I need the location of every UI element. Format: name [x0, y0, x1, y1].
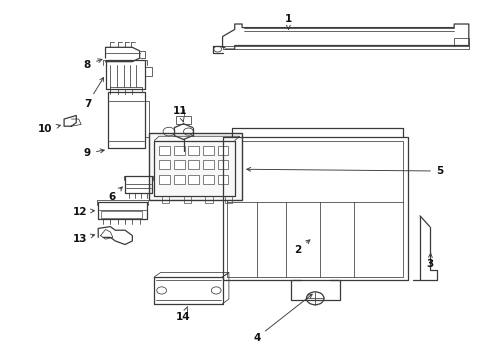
Bar: [101, 211, 142, 219]
Bar: [159, 175, 169, 184]
Bar: [227, 140, 402, 277]
Bar: [217, 160, 228, 169]
Bar: [188, 146, 199, 155]
Bar: [183, 196, 190, 203]
Bar: [161, 196, 168, 203]
Bar: [217, 175, 228, 184]
Text: 1: 1: [284, 14, 291, 30]
Bar: [203, 146, 213, 155]
Text: 2: 2: [294, 240, 309, 255]
Bar: [149, 134, 242, 200]
Text: 7: 7: [83, 77, 103, 109]
Bar: [173, 146, 184, 155]
Bar: [217, 146, 228, 155]
Text: 12: 12: [72, 207, 94, 217]
Bar: [203, 160, 213, 169]
Bar: [224, 196, 232, 203]
Bar: [173, 175, 184, 184]
Text: 8: 8: [84, 59, 102, 69]
Text: 13: 13: [72, 234, 94, 244]
Text: 14: 14: [176, 307, 190, 322]
Text: 6: 6: [108, 187, 122, 202]
Text: 10: 10: [38, 124, 61, 134]
Text: 3: 3: [426, 253, 432, 269]
Bar: [159, 146, 169, 155]
Bar: [173, 160, 184, 169]
Text: 9: 9: [84, 148, 104, 158]
Text: 11: 11: [173, 106, 187, 122]
Bar: [203, 175, 213, 184]
Bar: [176, 116, 190, 124]
Text: 5: 5: [246, 166, 442, 176]
Bar: [188, 175, 199, 184]
Bar: [188, 160, 199, 169]
Text: 4: 4: [252, 294, 311, 343]
Bar: [205, 196, 212, 203]
Bar: [159, 160, 169, 169]
